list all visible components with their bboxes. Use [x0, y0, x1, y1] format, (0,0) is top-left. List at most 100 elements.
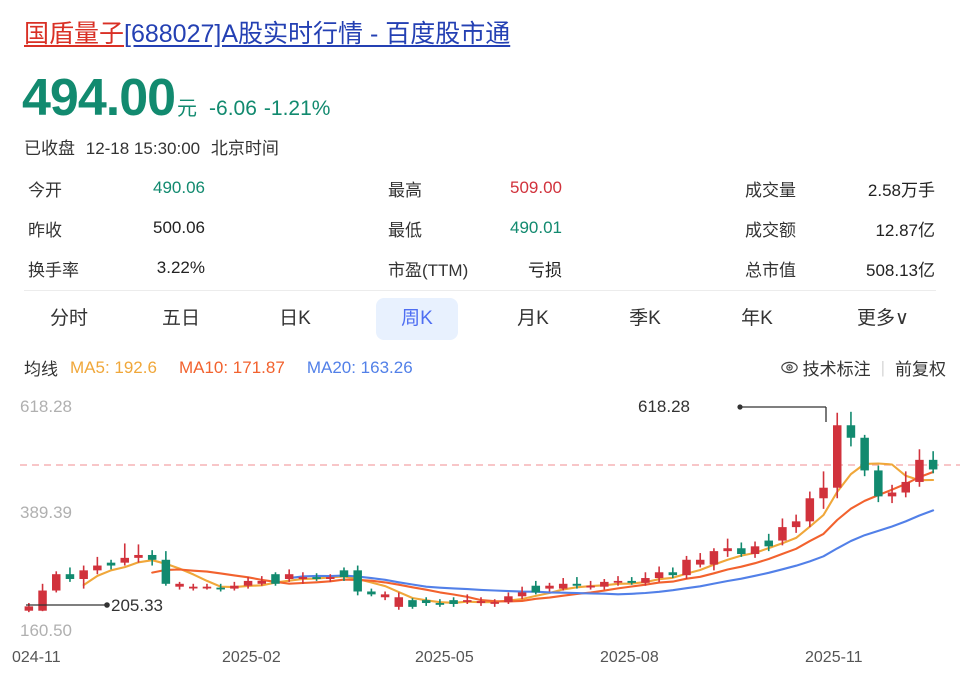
low-annotation-label: 205.33	[111, 596, 163, 615]
candle	[613, 576, 623, 586]
stat-value-market-cap: 508.13亿	[866, 260, 935, 280]
tab-quarter-k[interactable]: 季K	[629, 308, 661, 329]
candle	[175, 581, 184, 590]
ma20-line	[288, 509, 935, 596]
stat-label-pe-ttm: 市盈(TTM)	[388, 260, 469, 280]
candle	[189, 583, 198, 591]
candle	[257, 576, 267, 586]
candle	[517, 586, 527, 600]
candle	[271, 572, 280, 586]
eye-icon	[780, 359, 798, 376]
candle	[545, 582, 554, 592]
candle	[901, 471, 910, 498]
stat-value-low: 490.01	[510, 218, 562, 237]
table-row: 今开 490.06 最高 509.00 成交量 2.58万手	[0, 168, 972, 208]
chart-tools: 技术标注 | 前复权	[780, 355, 946, 380]
x-tick-1: 2025-02	[222, 649, 281, 666]
market-status-row: 已收盘 12-18 15:30:00 北京时间	[24, 134, 285, 159]
candle	[243, 577, 253, 589]
candle	[326, 574, 335, 582]
candle	[339, 567, 349, 581]
tab-day-k[interactable]: 日K	[279, 308, 311, 329]
ma20-legend: MA20: 163.26	[306, 357, 413, 377]
quote-timestamp: 12-18 15:30:00	[85, 139, 201, 158]
stat-label-low: 最低	[388, 220, 422, 240]
stat-value-open: 490.06	[153, 178, 205, 197]
candle	[654, 566, 664, 582]
technical-annotation-button[interactable]: 技术标注	[802, 360, 871, 379]
table-row: 换手率 3.22% 市盈(TTM) 亏损 总市值 508.13亿	[0, 248, 972, 288]
candle	[819, 471, 828, 509]
section-divider	[24, 290, 936, 291]
kline-chart[interactable]: 618.28 389.39 160.50 618.28 205.33 024-1…	[0, 388, 972, 693]
table-row: 昨收 500.06 最低 490.01 成交额 12.87亿	[0, 208, 972, 248]
page-title-rest[interactable]: [688027]A股实时行情 - 百度股市通	[124, 20, 511, 48]
candle	[421, 597, 431, 606]
candle	[147, 550, 157, 566]
market-status: 已收盘	[24, 139, 75, 158]
x-tick-3: 2025-08	[600, 649, 659, 666]
candle	[298, 572, 308, 584]
high-annotation: 618.28	[638, 397, 827, 422]
stock-name-link[interactable]: 国盾量子	[24, 20, 125, 48]
kline-chart-svg[interactable]: 618.28 389.39 160.50 618.28 205.33 024-1…	[0, 388, 972, 693]
candle	[367, 588, 376, 597]
stat-label-high: 最高	[388, 180, 422, 200]
candle	[805, 491, 815, 528]
price-currency-unit: 元	[177, 98, 198, 120]
candle	[134, 544, 143, 563]
candle	[284, 569, 294, 582]
candle	[928, 451, 938, 474]
candle	[832, 412, 842, 499]
candle	[230, 581, 239, 591]
candle	[463, 594, 472, 604]
tab-fenshi[interactable]: 分时	[49, 308, 88, 329]
candle	[435, 599, 445, 607]
y-tick-top: 618.28	[20, 397, 72, 416]
candle	[202, 583, 212, 590]
ma-legend: 均线 MA5: 192.6 MA10: 171.87 MA20: 163.26	[24, 355, 435, 380]
stat-label-prev-close: 昨收	[28, 220, 62, 240]
candle	[38, 583, 47, 612]
period-tab-bar: 分时 五日 日K 周K 月K 季K 年K 更多∨	[0, 298, 972, 342]
candle	[723, 538, 732, 557]
tab-5day[interactable]: 五日	[161, 308, 200, 329]
candle	[106, 559, 116, 570]
candle	[915, 449, 924, 487]
candle	[490, 599, 499, 607]
candle	[120, 543, 130, 566]
candle	[750, 541, 760, 558]
more-periods-button[interactable]: 更多∨	[840, 298, 926, 340]
candle	[449, 597, 458, 607]
candle	[846, 411, 856, 447]
candle	[161, 551, 171, 586]
candle	[709, 548, 719, 571]
candle	[860, 434, 869, 477]
y-tick-middle: 389.39	[20, 503, 72, 522]
candle	[682, 555, 691, 579]
candle	[93, 556, 102, 575]
x-tick-4: 2025-11	[805, 649, 863, 666]
candle	[641, 572, 650, 586]
low-annotation: 205.33	[26, 596, 163, 615]
candles-layer	[24, 411, 938, 613]
stat-label-market-cap: 总市值	[745, 260, 796, 280]
page-title[interactable]: 国盾量子[688027]A股实时行情 - 百度股市通	[24, 18, 510, 50]
candle	[408, 598, 417, 609]
candle	[504, 592, 513, 604]
tab-week-k[interactable]: 周K	[376, 298, 458, 340]
ma10-legend: MA10: 171.87	[178, 357, 285, 377]
adjust-mode-button[interactable]: 前复权	[895, 360, 946, 379]
candle	[737, 542, 746, 557]
tab-month-k[interactable]: 月K	[517, 308, 549, 329]
tab-year-k[interactable]: 年K	[741, 308, 773, 329]
candle	[531, 580, 541, 595]
candle	[778, 518, 787, 546]
price-change-percent: -1.21%	[263, 97, 331, 120]
ma-legend-title: 均线	[24, 360, 58, 379]
candle	[312, 573, 321, 581]
candle	[353, 565, 362, 596]
stat-label-turnover-amount: 成交额	[745, 220, 796, 240]
stat-value-volume: 2.58万手	[867, 180, 935, 200]
stat-label-open: 今开	[28, 180, 62, 200]
